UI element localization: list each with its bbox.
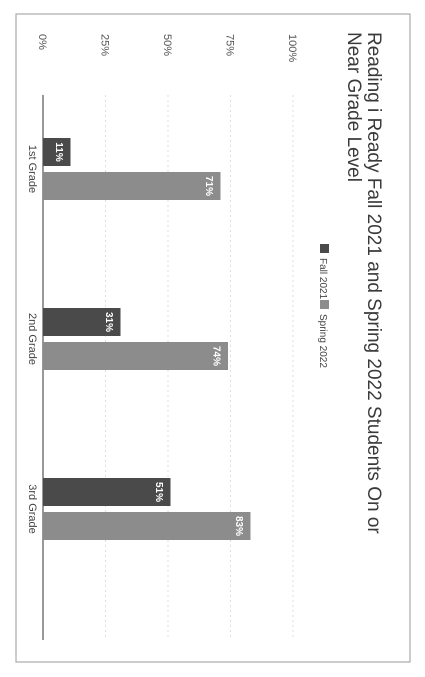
legend: Fall 2021 Spring 2022 — [317, 244, 329, 368]
bars: 11% 71% 31% 74% 51% 83% — [43, 138, 251, 540]
chart-title-line-1: Reading i Ready Fall 2021 and Spring 202… — [363, 32, 384, 534]
x-tick-labels: 1st Grade 2nd Grade 3rd Grade — [26, 145, 38, 534]
category-label: 2nd Grade — [26, 313, 38, 365]
legend-label: Fall 2021 — [317, 258, 328, 300]
chart-title-line-2: Near Grade Level — [343, 32, 364, 182]
legend-label: Spring 2022 — [317, 314, 328, 368]
y-tick-label: 0% — [36, 34, 48, 50]
plot-area: 11% 71% 31% 74% 51% 83% 0% 25% 50% 75% 100% 1st G… — [26, 34, 298, 640]
y-tick-label: 75% — [224, 34, 236, 56]
bar — [43, 172, 221, 200]
bar-data-label: 11% — [53, 142, 64, 162]
bar-data-label: 31% — [103, 312, 114, 332]
bar — [43, 512, 251, 540]
y-tick-label: 25% — [99, 34, 111, 56]
bar — [43, 138, 71, 166]
legend-swatch — [320, 244, 329, 253]
bar-data-label: 83% — [233, 516, 244, 536]
category-label: 3rd Grade — [26, 484, 38, 534]
y-tick-labels: 0% 25% 50% 75% 100% — [36, 34, 298, 62]
category-label: 1st Grade — [26, 145, 38, 193]
bar-data-label: 71% — [203, 176, 214, 196]
bar — [43, 478, 171, 506]
bar — [43, 342, 228, 370]
y-tick-label: 100% — [286, 34, 298, 62]
y-tick-label: 50% — [161, 34, 173, 56]
bar-data-label: 51% — [153, 482, 164, 502]
bar-data-label: 74% — [210, 346, 221, 366]
page-border — [15, 13, 411, 663]
legend-swatch — [320, 300, 329, 309]
bar — [43, 308, 121, 336]
